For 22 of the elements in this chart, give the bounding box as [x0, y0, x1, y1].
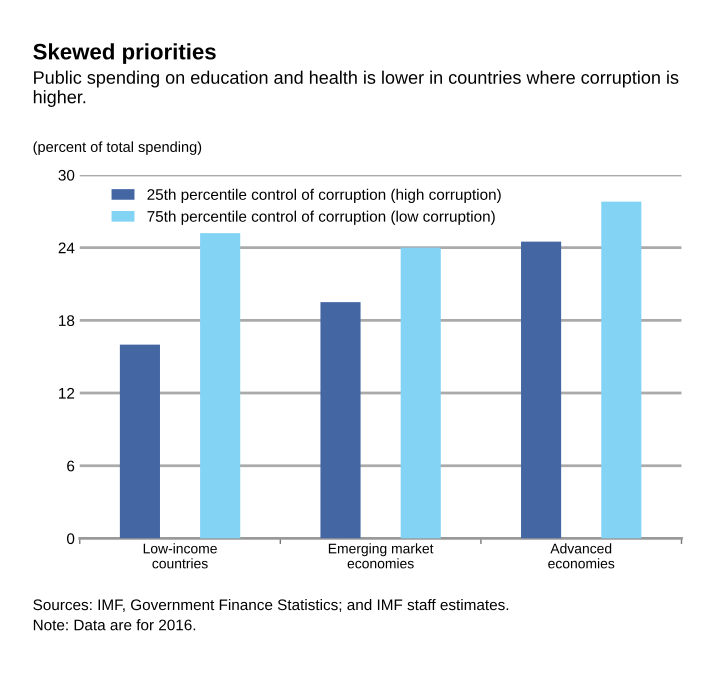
source-note: Sources: IMF, Government Finance Statistics; and IMF staff estimates. [33, 598, 508, 612]
legend-label: 75th percentile control of corruption (low corruption) [147, 210, 495, 225]
bar [400, 248, 441, 538]
y-axis-title: (percent of total spending) [34, 141, 202, 155]
y-tick-label: 6 [67, 460, 74, 472]
y-tick-label: 30 [58, 170, 74, 181]
chart-subtitle: Public spending on education and health is lower in countries where corruption is higher. [34, 70, 678, 107]
x-tick-label: Advanced economies [548, 543, 614, 568]
x-tick-label: Emerging market economies [328, 543, 434, 568]
bar [120, 344, 160, 538]
text: Note: Data are for 2016. [34, 619, 196, 630]
y-tick-label: 24 [58, 242, 74, 254]
legend-label: 25th percentile control of corruption (high corruption) [147, 188, 501, 203]
chart-title: Skewed priorities [33, 43, 216, 64]
bar [200, 233, 240, 538]
y-tick-label: 12 [59, 388, 74, 399]
y-tick-label: 0 [66, 533, 74, 544]
bar [601, 202, 642, 538]
y-tick-label: 18 [59, 315, 74, 326]
x-tick-label: Low-income countries [144, 543, 217, 568]
bar [320, 302, 361, 538]
bar [521, 242, 562, 538]
